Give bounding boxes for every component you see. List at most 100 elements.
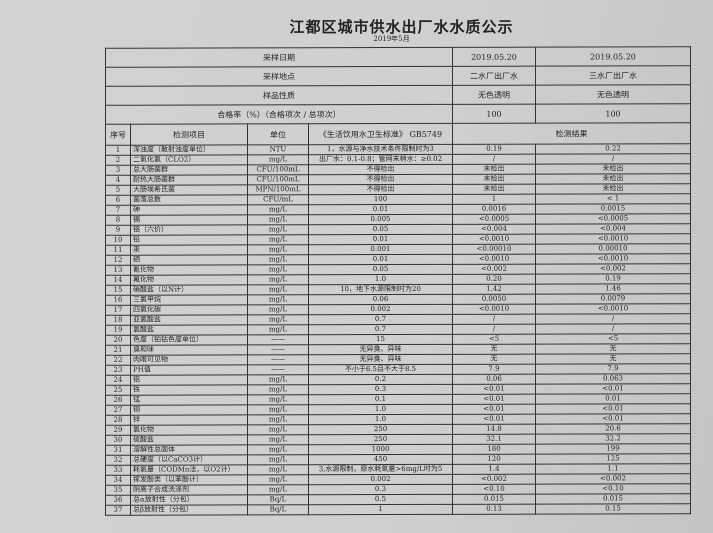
cell-result-1: <0.0010 <box>452 254 536 265</box>
meta-value: 100 <box>535 103 691 124</box>
cell-result-2: 20.6 <box>535 423 691 435</box>
meta-label: 采样地点 <box>105 66 453 87</box>
cell-result-2: <0.002 <box>535 263 691 275</box>
meta-value: 2019.05.20 <box>452 47 536 67</box>
cell-standard: 1.0 <box>308 414 453 425</box>
cell-standard: 450 <box>308 454 453 465</box>
cell-item: 耐热大肠菌群 <box>130 174 248 186</box>
cell-unit: mg/L <box>247 384 309 395</box>
cell-item: 氟化物 <box>130 274 248 286</box>
cell-unit: CFU/mL <box>247 194 309 205</box>
cell-item: 硝酸盐（以N计） <box>130 284 248 296</box>
cell-no: 22 <box>105 355 131 366</box>
cell-item: 氯化物 <box>130 424 248 436</box>
cell-result-1: / <box>452 154 536 165</box>
cell-item: 菌落总数 <box>130 194 248 206</box>
meta-row-pass-rate: 合格率（%）（合格项次 / 总项次） 100 100 <box>105 103 691 125</box>
cell-result-1: 0.0050 <box>452 294 536 305</box>
cell-result-2: 0.01 <box>535 393 691 405</box>
cell-standard: 不得检出 <box>308 184 453 195</box>
cell-result-1: 0.20 <box>452 274 536 285</box>
cell-standard: 0.05 <box>308 224 453 235</box>
cell-result-1: <0.01 <box>452 384 536 395</box>
cell-item: 铅 <box>130 234 248 246</box>
cell-result-2: 无 <box>535 343 691 355</box>
cell-no: 4 <box>105 175 131 186</box>
cell-item: 铬（六价） <box>130 224 248 236</box>
cell-result-2: <0.01 <box>535 403 691 415</box>
cell-no: 13 <box>105 265 131 276</box>
cell-unit: mg/L <box>247 434 309 445</box>
cell-result-1: <0.01 <box>452 414 536 425</box>
cell-no: 6 <box>105 195 131 206</box>
cell-result-2: 0.0015 <box>535 203 691 215</box>
cell-item: 肉眼可见物 <box>130 354 248 366</box>
cell-item: 浑浊度（散射浊度单位） <box>130 144 248 156</box>
cell-unit: mg/L <box>247 394 309 405</box>
cell-unit: —— <box>247 344 309 355</box>
cell-result-1: 无 <box>452 344 536 355</box>
header-result: 检测结果 <box>452 122 691 145</box>
cell-result-1: 未检出 <box>452 174 536 185</box>
cell-item: 镉 <box>130 214 248 226</box>
cell-result-2: <0.0010 <box>535 233 691 245</box>
header-unit: 单位 <box>247 123 309 145</box>
cell-no: 23 <box>105 365 131 376</box>
cell-result-1: 无 <box>452 354 536 365</box>
cell-item: 总大肠菌群 <box>130 164 248 176</box>
cell-result-2: 0.063 <box>535 373 691 385</box>
cell-standard: 1000 <box>308 444 453 455</box>
cell-standard: 0.2 <box>308 374 453 385</box>
cell-standard: 0.06 <box>308 294 453 305</box>
cell-no: 36 <box>105 495 131 506</box>
cell-result-1: 0.06 <box>452 374 536 385</box>
page-subtitle: 2019年5月 <box>373 35 410 43</box>
cell-result-1: <0.002 <box>452 264 536 275</box>
cell-result-2: 7.9 <box>535 363 691 375</box>
cell-item: 氯酸盐 <box>130 324 248 336</box>
cell-result-1: 7.9 <box>452 364 536 375</box>
cell-no: 27 <box>105 405 131 416</box>
cell-result-1: <0.10 <box>452 484 536 495</box>
cell-item: 锌 <box>130 414 248 426</box>
cell-standard: 3,水源限制，原水耗氧量>6mg/L时为5 <box>308 464 453 475</box>
meta-value: 2019.05.20 <box>535 46 691 67</box>
cell-result-2: 未检出 <box>535 183 691 195</box>
cell-unit: mg/L <box>247 224 309 235</box>
cell-no: 28 <box>105 415 131 426</box>
cell-standard: 250 <box>308 434 453 445</box>
cell-unit: mg/L <box>247 244 309 255</box>
cell-unit: mg/L <box>247 294 309 305</box>
meta-value: 100 <box>452 104 536 124</box>
cell-result-1: <0.00010 <box>452 244 536 255</box>
cell-unit: Bq/L <box>247 494 309 505</box>
cell-no: 8 <box>105 215 131 226</box>
cell-unit: mg/L <box>247 444 309 455</box>
cell-result-1: <0.004 <box>452 224 536 235</box>
cell-no: 18 <box>105 315 131 326</box>
cell-result-1: 180 <box>452 444 536 455</box>
cell-standard: 0.7 <box>308 324 453 335</box>
meta-row-date: 采样日期 2019.05.20 2019.05.20 <box>105 46 691 68</box>
cell-result-2: / <box>535 323 691 335</box>
cell-result-2: 0.00010 <box>535 243 691 255</box>
cell-item: 铁 <box>130 384 248 396</box>
cell-result-2: <0.01 <box>535 413 691 425</box>
cell-standard: 0.002 <box>308 474 453 485</box>
cell-standard: 0.01 <box>308 254 453 265</box>
cell-result-1: / <box>452 324 536 335</box>
table-row: 37 总β放射性（分包） Bq/L 1 0.13 0.15 <box>105 503 691 516</box>
cell-item: 亚氯酸盐 <box>130 314 248 326</box>
cell-result-2: 未检出 <box>535 163 691 175</box>
column-header-row: 序号 检测项目 单位 《生活饮用水卫生标准》 GB5749 检测结果 <box>105 122 691 146</box>
cell-item: 挥发酚类（以苯酚计） <box>130 474 248 486</box>
cell-unit: mg/L <box>247 204 309 215</box>
meta-label: 采样日期 <box>105 47 453 68</box>
cell-result-2: 0.015 <box>535 493 691 505</box>
meta-row-location: 采样地点 二水厂出厂水 三水厂出厂水 <box>105 65 691 87</box>
cell-result-1: 1 <box>452 194 536 205</box>
cell-no: 37 <box>105 505 131 516</box>
cell-unit: mg/L <box>247 484 309 495</box>
cell-result-2: <0.10 <box>535 483 691 495</box>
cell-no: 21 <box>105 345 131 356</box>
